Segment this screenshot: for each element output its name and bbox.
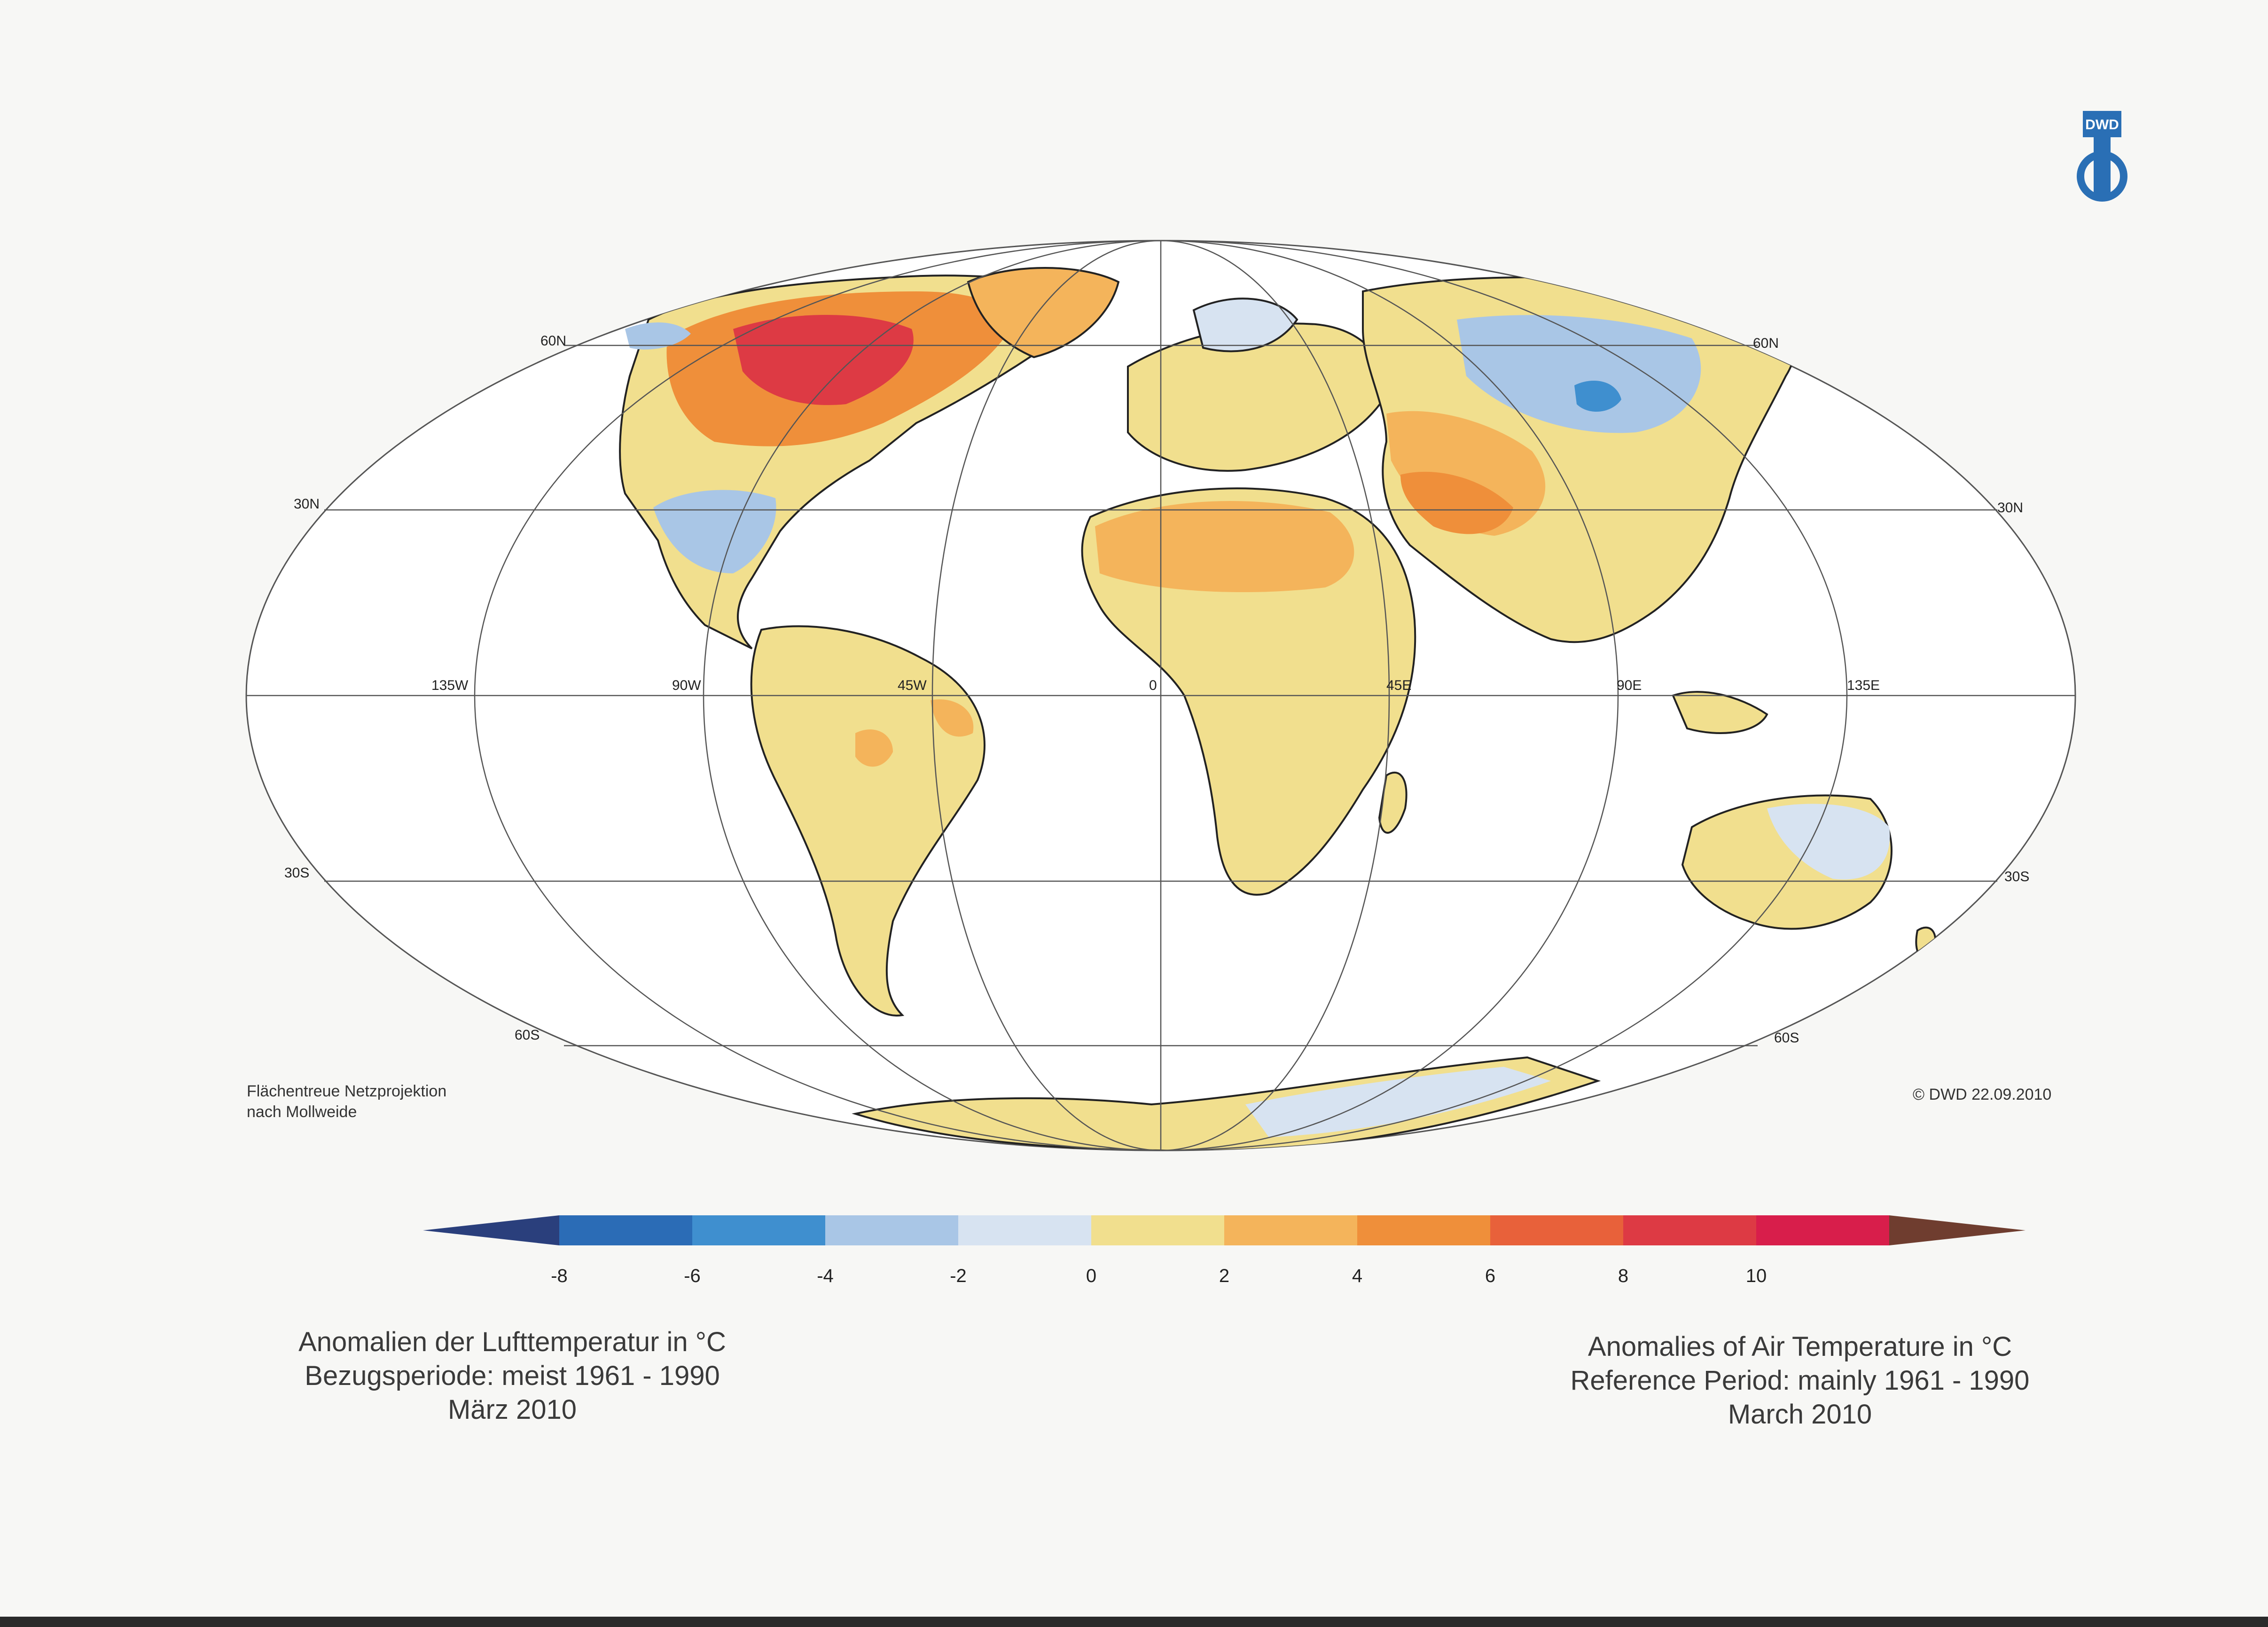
colorbar-segment-max: [1889, 1215, 2026, 1245]
colorbar-tick-label: 0: [1086, 1266, 1096, 1286]
lon-label-45w: 45W: [898, 678, 927, 693]
continent-africa: [1081, 487, 1416, 896]
colorbar-segment: [559, 1215, 692, 1245]
colorbar-segment-min: [423, 1215, 559, 1245]
scan-edge-strip: [0, 1617, 2268, 1627]
copyright-note: © DWD 22.09.2010: [1913, 1086, 2052, 1103]
lat-label-left-30n: 30N: [294, 496, 320, 512]
colorbar-segment: [958, 1215, 1091, 1245]
australia-cold-zone: [1767, 804, 1890, 880]
caption-de-month: März 2010: [447, 1394, 577, 1425]
colorbar-tick-label: -8: [551, 1266, 568, 1286]
caption-english: Anomalies of Air Temperature in °C Refer…: [1504, 1330, 2096, 1431]
lat-label-right-30s: 30S: [2004, 869, 2029, 884]
madagascar: [1378, 772, 1408, 834]
colorbar-segment: [692, 1215, 825, 1245]
lon-label-0: 0: [1149, 678, 1157, 693]
colorbar-segment: [1756, 1215, 1889, 1245]
caption-german: Anomalien der Lufttemperatur in °C Bezug…: [216, 1325, 808, 1427]
colorbar: -8 -6 -4 -2 0 2 4 6 8 10: [423, 1215, 2026, 1286]
caption-en-period: Reference Period: mainly 1961 - 1990: [1570, 1365, 2030, 1396]
lon-label-135e: 135E: [1847, 678, 1880, 693]
siberia-cold-core: [1574, 381, 1621, 412]
lat-label-left-60s: 60S: [515, 1027, 540, 1043]
projection-note: Flächentreue Netzprojektion nach Mollwei…: [247, 1081, 446, 1122]
africa-warm-zone: [1095, 501, 1354, 592]
scandinavia-cold: [1192, 297, 1298, 352]
lat-label-right-60n: 60N: [1753, 336, 1779, 351]
projection-note-line1: Flächentreue Netzprojektion: [247, 1082, 447, 1100]
dwd-swirl-icon: [2077, 151, 2127, 202]
colorbar-segment: [1623, 1215, 1756, 1245]
colorbar-tick-label: 8: [1618, 1266, 1628, 1286]
lat-label-left-30s: 30S: [284, 865, 309, 881]
lon-label-90w: 90W: [672, 678, 701, 693]
antarctica-cold-patch: [1245, 1067, 1551, 1137]
alaska-cold: [625, 322, 691, 350]
na-cold-zone: [653, 490, 776, 573]
caption-de-title: Anomalien der Lufttemperatur in °C: [298, 1327, 726, 1357]
colorbar-segment: [1224, 1215, 1357, 1245]
continent-south-america: [750, 625, 985, 1017]
lon-label-135w: 135W: [431, 678, 469, 693]
caption-en-title: Anomalies of Air Temperature in °C: [1588, 1331, 2012, 1362]
graticule-meridians: [474, 240, 1848, 1151]
colorbar-tick-label: -4: [817, 1266, 834, 1286]
colorbar-segment: [1490, 1215, 1623, 1245]
sa-warm-spot: [855, 729, 893, 767]
colorbar-tick-label: 6: [1485, 1266, 1495, 1286]
siberia-cold-zone: [1457, 315, 1701, 433]
lon-label-90e: 90E: [1617, 678, 1642, 693]
colorbar-tick-label: 10: [1746, 1266, 1767, 1286]
colorbar-segment: [825, 1215, 958, 1245]
new-zealand: [1915, 926, 1937, 959]
caption-de-period: Bezugsperiode: meist 1961 - 1990: [305, 1361, 720, 1391]
colorbar-segment: [1357, 1215, 1490, 1245]
colorbar-tick-label: -6: [684, 1266, 701, 1286]
lon-label-45e: 45E: [1386, 678, 1411, 693]
lat-label-left-60n: 60N: [540, 333, 566, 349]
colorbar-segment: [1091, 1215, 1224, 1245]
dwd-logo-text: DWD: [2085, 117, 2119, 133]
colorbar-tick-label: 2: [1219, 1266, 1229, 1286]
projection-note-line2: nach Mollweide: [247, 1103, 357, 1121]
dwd-logo: DWD: [2077, 111, 2127, 202]
greenland: [967, 267, 1120, 359]
sa-warm-spot-2: [931, 699, 974, 737]
caption-en-month: March 2010: [1728, 1399, 1872, 1430]
colorbar-tick-label: -2: [950, 1266, 967, 1286]
indonesia-islands: [1672, 691, 1768, 734]
na-hot-zone: [733, 315, 914, 405]
lat-label-right-30n: 30N: [1997, 500, 2023, 516]
lat-label-right-60s: 60S: [1774, 1030, 1799, 1046]
colorbar-tick-label: 4: [1352, 1266, 1362, 1286]
asia-hot-zone: [1400, 471, 1513, 534]
